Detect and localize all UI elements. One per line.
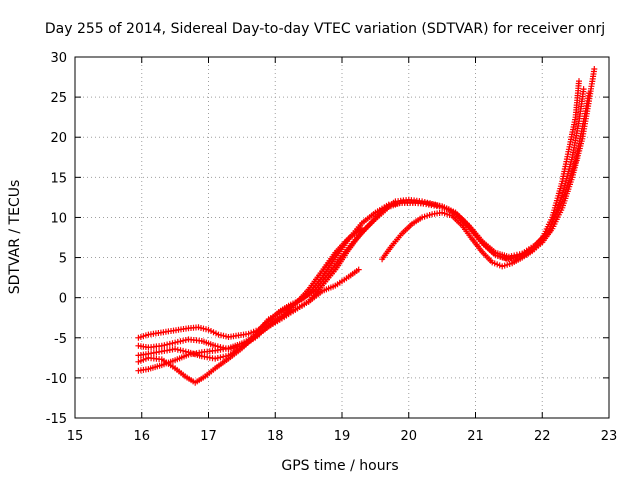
chart-title: Day 255 of 2014, Sidereal Day-to-day VTE… bbox=[45, 21, 605, 37]
axis-ticks: 15 16 17 18 19 20 21 22 23 -15 -10 -5 0 5 10 15 20 25 30 bbox=[46, 51, 618, 444]
series-markers bbox=[379, 66, 598, 270]
y-tick-label: 5 bbox=[59, 252, 67, 267]
x-tick-label: 17 bbox=[200, 429, 217, 444]
y-tick-label: 15 bbox=[50, 171, 67, 186]
x-tick-label: 16 bbox=[133, 429, 150, 444]
series-track-5 bbox=[135, 225, 365, 374]
x-tick-label: 23 bbox=[601, 429, 618, 444]
y-tick-label: -15 bbox=[46, 412, 67, 427]
series-markers bbox=[135, 225, 365, 374]
x-tick-label: 15 bbox=[67, 429, 84, 444]
y-axis-label: SDTVAR / TECUs bbox=[7, 180, 23, 295]
y-tick-label: 20 bbox=[50, 131, 67, 146]
y-tick-label: 25 bbox=[50, 91, 67, 106]
y-tick-label: 0 bbox=[59, 292, 67, 307]
y-tick-label: -10 bbox=[46, 372, 67, 387]
y-tick-label: -5 bbox=[54, 332, 67, 347]
series-track-6 bbox=[379, 66, 598, 270]
x-axis-label: GPS time / hours bbox=[281, 458, 398, 474]
x-tick-label: 20 bbox=[400, 429, 417, 444]
x-tick-label: 18 bbox=[267, 429, 284, 444]
y-tick-label: 10 bbox=[50, 211, 67, 226]
x-tick-label: 22 bbox=[534, 429, 551, 444]
x-tick-label: 19 bbox=[334, 429, 351, 444]
x-tick-label: 21 bbox=[467, 429, 484, 444]
y-tick-label: 30 bbox=[50, 51, 67, 66]
data-series bbox=[135, 66, 598, 386]
